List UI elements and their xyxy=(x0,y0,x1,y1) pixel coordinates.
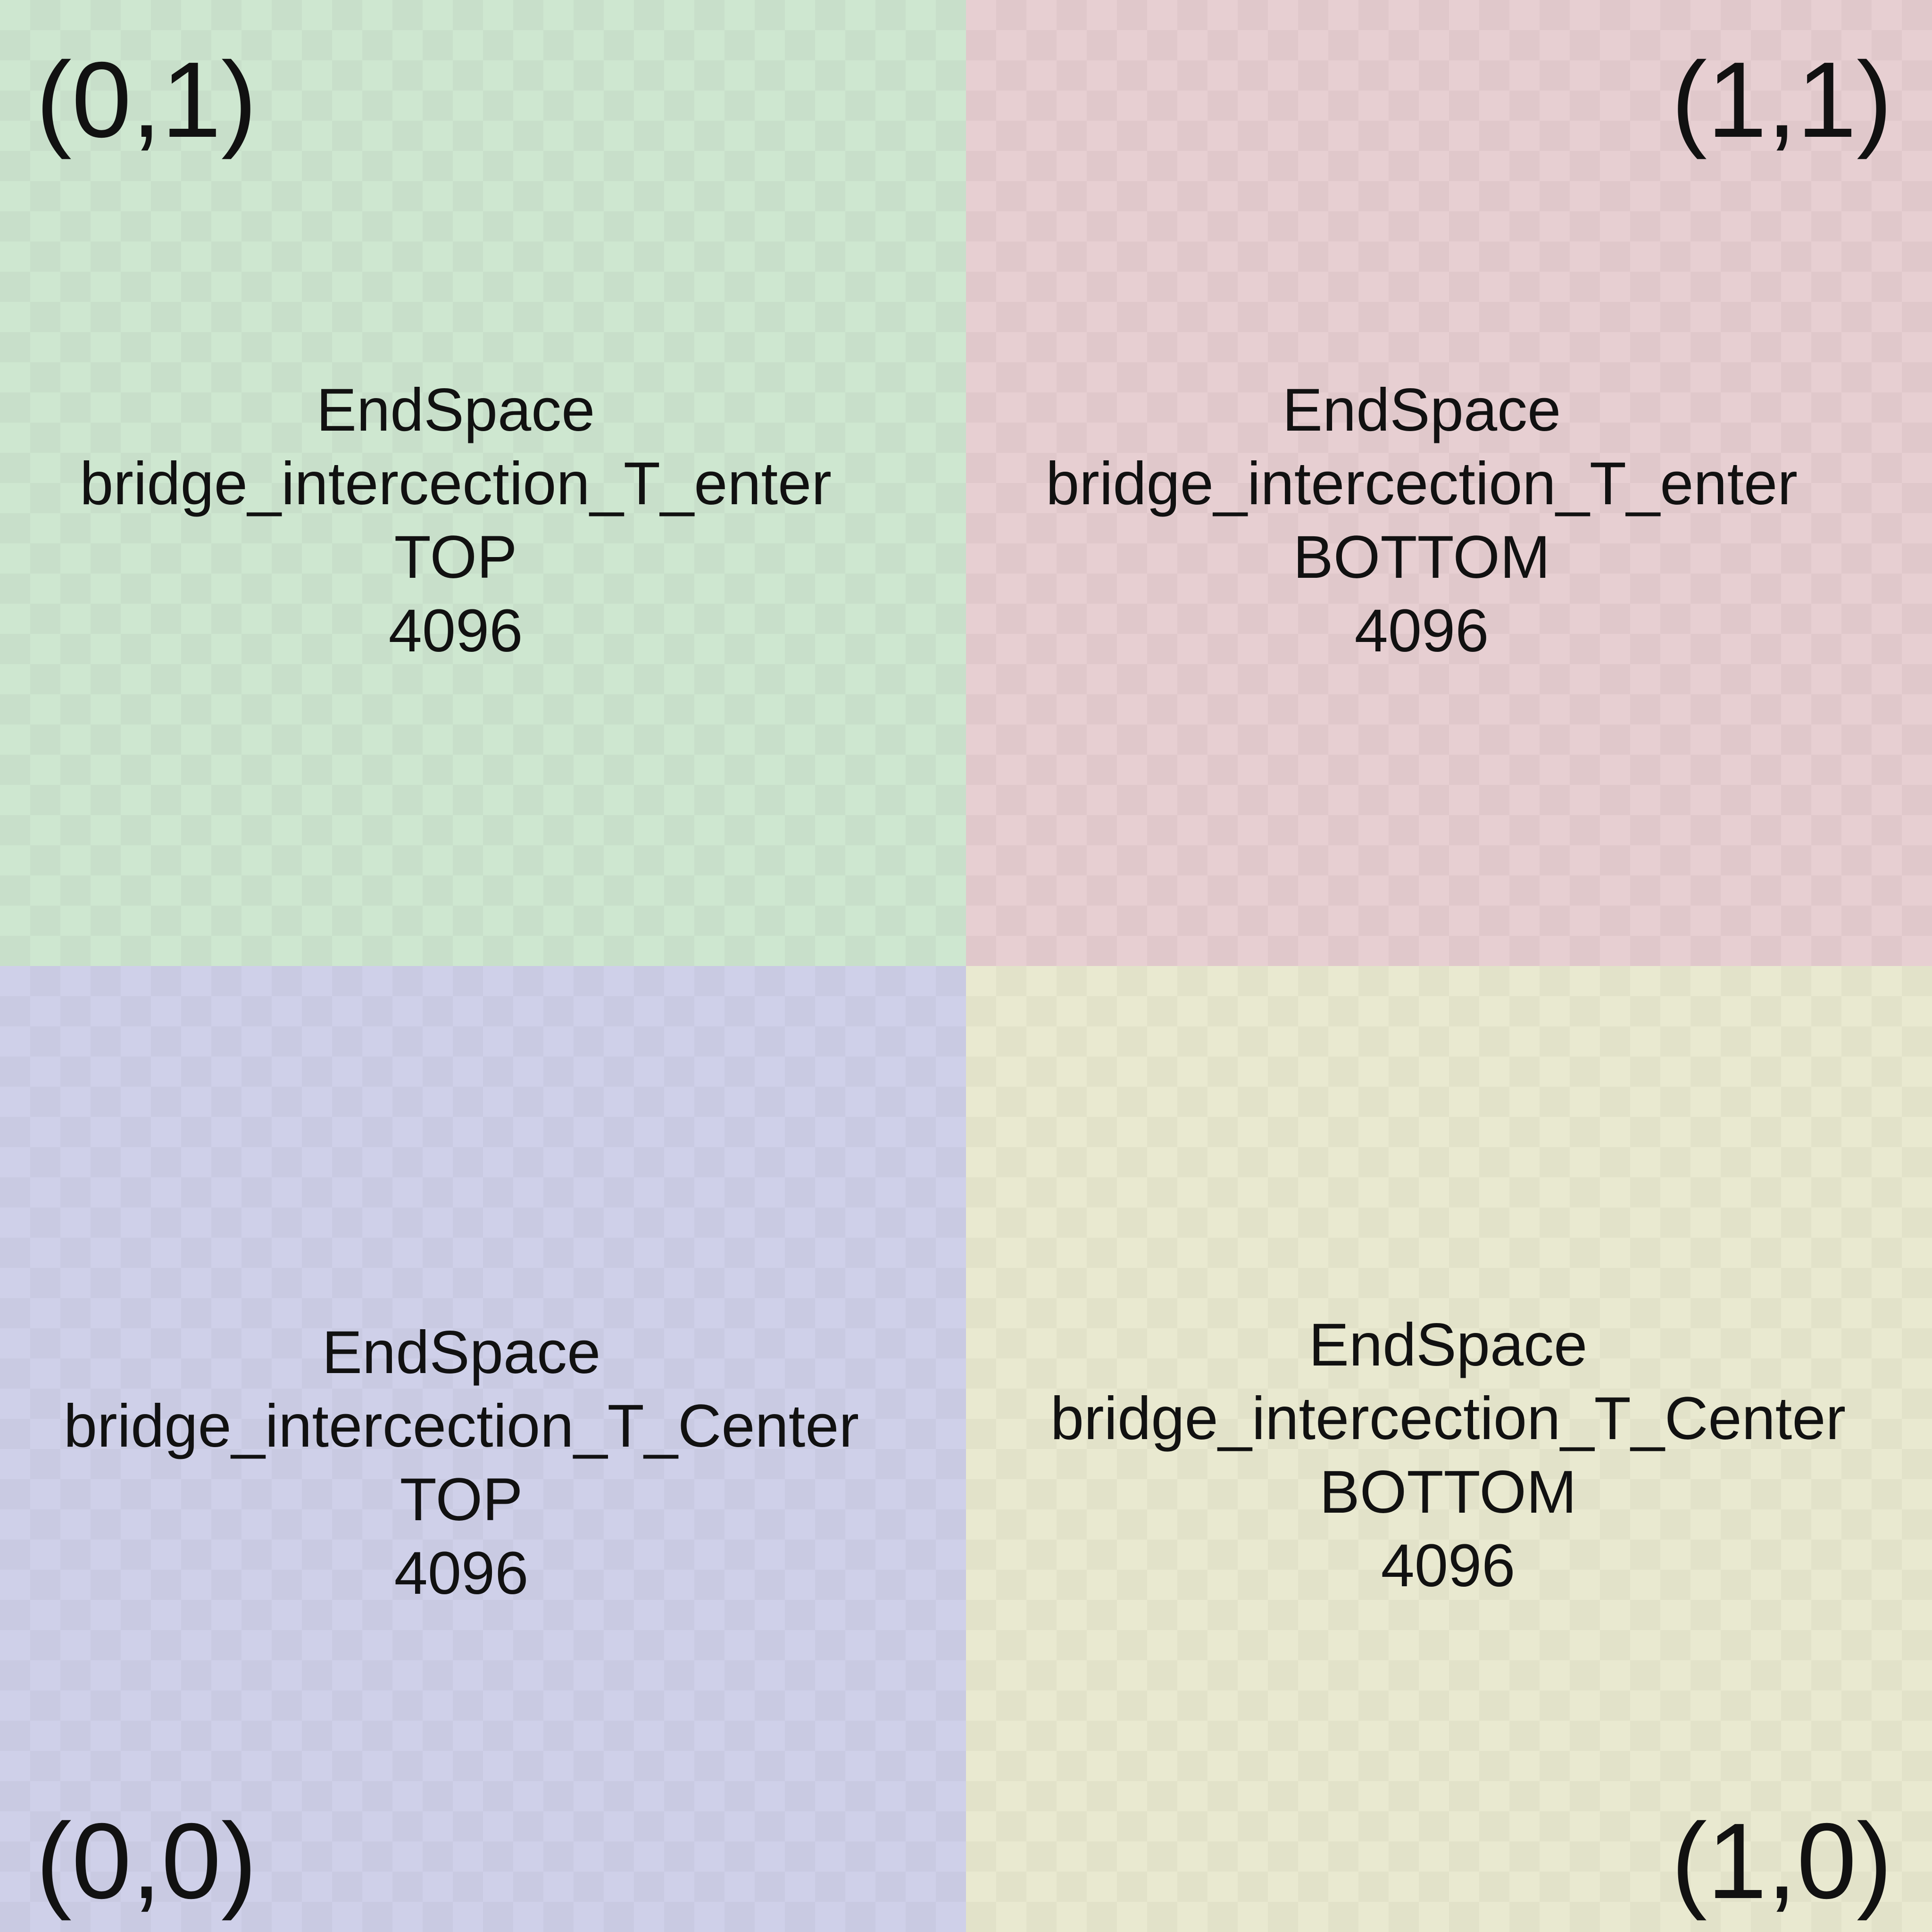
uv-coordinate: (0,1) xyxy=(36,40,257,160)
quadrant-label: EndSpace bridge_intercection_T_Center TO… xyxy=(0,1316,944,1610)
face-name: TOP xyxy=(394,524,517,591)
face-name: BOTTOM xyxy=(1293,524,1550,591)
space-name: EndSpace xyxy=(316,376,595,444)
uv-coordinate: (1,0) xyxy=(1671,1801,1892,1921)
uv-coordinate: (1,1) xyxy=(1671,40,1892,160)
quadrant-bottom-left: EndSpace bridge_intercection_T_Center TO… xyxy=(0,966,966,1932)
quadrant-bottom-right: EndSpace bridge_intercection_T_Center BO… xyxy=(966,966,1932,1932)
asset-name: bridge_intercection_T_Center xyxy=(1050,1385,1846,1452)
asset-name: bridge_intercection_T_enter xyxy=(1046,450,1798,517)
space-name: EndSpace xyxy=(1282,376,1561,444)
quadrant-top-right: EndSpace bridge_intercection_T_enter BOT… xyxy=(966,0,1932,966)
face-name: TOP xyxy=(400,1466,523,1533)
face-name: BOTTOM xyxy=(1319,1458,1577,1526)
resolution: 4096 xyxy=(1354,597,1489,665)
quadrant-label: EndSpace bridge_intercection_T_enter TOP… xyxy=(0,374,939,668)
resolution: 4096 xyxy=(1381,1532,1516,1599)
quadrant-label: EndSpace bridge_intercection_T_Center BO… xyxy=(966,1308,1931,1603)
space-name: EndSpace xyxy=(322,1319,601,1386)
asset-name: bridge_intercection_T_enter xyxy=(80,450,832,517)
space-name: EndSpace xyxy=(1308,1311,1588,1379)
asset-name: bridge_intercection_T_Center xyxy=(63,1392,859,1460)
quadrant-label: EndSpace bridge_intercection_T_enter BOT… xyxy=(966,374,1905,668)
uv-coordinate: (0,0) xyxy=(36,1801,257,1921)
resolution: 4096 xyxy=(388,597,523,665)
quadrant-top-left: EndSpace bridge_intercection_T_enter TOP… xyxy=(0,0,966,966)
resolution: 4096 xyxy=(394,1540,529,1607)
